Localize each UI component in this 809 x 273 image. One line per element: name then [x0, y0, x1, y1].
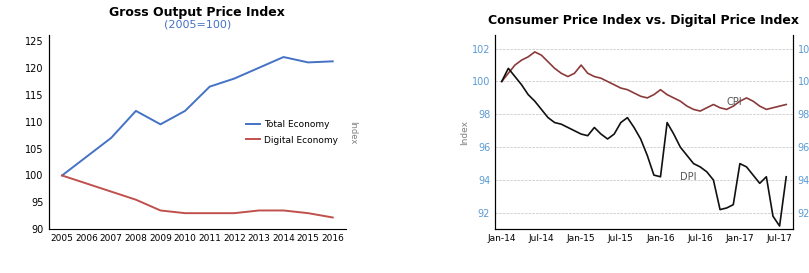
- Text: DPI: DPI: [680, 172, 697, 182]
- Total Economy: [205, 85, 214, 88]
- Total Economy: [131, 109, 141, 112]
- Total Economy: [180, 109, 190, 112]
- Y-axis label: Index: Index: [348, 121, 357, 144]
- Digital Economy: [107, 190, 116, 193]
- Total Economy: [82, 155, 91, 158]
- Total Economy: [57, 174, 67, 177]
- Total Economy: [155, 123, 165, 126]
- Digital Economy: [57, 174, 67, 177]
- Title: Consumer Price Index vs. Digital Price Index: Consumer Price Index vs. Digital Price I…: [489, 14, 799, 27]
- Title: Gross Output Price Index: Gross Output Price Index: [109, 6, 286, 19]
- Digital Economy: [131, 198, 141, 201]
- Digital Economy: [254, 209, 264, 212]
- Legend: Total Economy, Digital Economy: Total Economy, Digital Economy: [243, 117, 341, 148]
- Text: CPI: CPI: [726, 97, 743, 107]
- Digital Economy: [205, 212, 214, 215]
- Total Economy: [107, 136, 116, 140]
- Line: Total Economy: Total Economy: [62, 57, 332, 176]
- Digital Economy: [180, 212, 190, 215]
- Digital Economy: [278, 209, 288, 212]
- Y-axis label: Index: Index: [460, 120, 469, 145]
- Digital Economy: [230, 212, 239, 215]
- Digital Economy: [82, 182, 91, 185]
- Digital Economy: [328, 216, 337, 219]
- Total Economy: [303, 61, 313, 64]
- Total Economy: [254, 66, 264, 69]
- Total Economy: [230, 77, 239, 80]
- Digital Economy: [303, 212, 313, 215]
- Line: Digital Economy: Digital Economy: [62, 176, 332, 218]
- Digital Economy: [155, 209, 165, 212]
- Total Economy: [328, 60, 337, 63]
- Text: (2005=100): (2005=100): [163, 19, 231, 29]
- Total Economy: [278, 55, 288, 59]
